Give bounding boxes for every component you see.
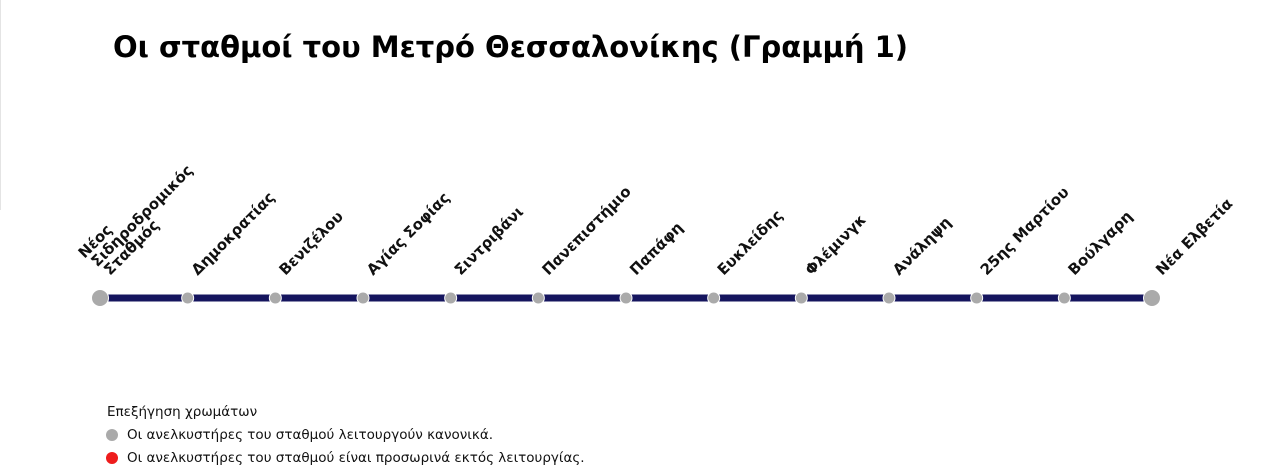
legend-text: Οι ανελκυστήρες του σταθμού λειτουργούν … [127, 427, 493, 443]
station-dot [707, 291, 721, 305]
station-dot [619, 291, 633, 305]
legend-dot [106, 452, 118, 464]
station-dot [91, 289, 109, 307]
station-label: Παπάφη [626, 218, 686, 278]
station-dot [882, 291, 896, 305]
station-dot [794, 291, 808, 305]
station-dot [970, 291, 984, 305]
station-dot [531, 291, 545, 305]
legend-title: Επεξήγηση χρωμάτων [107, 404, 257, 420]
legend-text: Οι ανελκυστήρες του σταθμού είναι προσωρ… [127, 450, 585, 466]
station-name: Δημοκρατίας [188, 188, 278, 278]
station-name: Σιδηροδρομικός [87, 161, 196, 270]
station-label: Δημοκρατίας [188, 188, 278, 278]
station-name: Σιντριβάνι [451, 203, 527, 279]
station-label: Αγίας Σοφίας [363, 189, 453, 279]
legend-dot [106, 429, 118, 441]
station-label: Φλέμινγκ [801, 211, 869, 279]
station-label: Ευκλείδης [714, 206, 787, 279]
station-name: Αγίας Σοφίας [363, 189, 453, 279]
station-dot [444, 291, 458, 305]
station-dot [181, 291, 195, 305]
station-dot [1143, 289, 1161, 307]
station-label: Νέα Ελβετία [1152, 195, 1236, 279]
station-label: Βενιζέλου [275, 207, 346, 278]
station-name: Φλέμινγκ [801, 211, 869, 279]
station-label: Πανεπιστήμιο [538, 182, 634, 278]
station-dot [356, 291, 370, 305]
station-name: Ευκλείδης [714, 206, 787, 279]
station-name: Παπάφη [626, 218, 686, 278]
station-name: Ανάληψη [889, 213, 955, 279]
station-label: 25ης Μαρτίου [977, 183, 1073, 279]
station-dot [268, 291, 282, 305]
station-label: Βούλγαρη [1064, 207, 1136, 279]
station-name: Βενιζέλου [275, 207, 346, 278]
station-name: Πανεπιστήμιο [538, 182, 634, 278]
station-name: 25ης Μαρτίου [977, 183, 1073, 279]
station-dot [1057, 291, 1071, 305]
title: Οι σταθμοί του Μετρό Θεσσαλονίκης (Γραμμ… [113, 30, 908, 64]
station-name: Βούλγαρη [1064, 207, 1136, 279]
station-label: Σιντριβάνι [451, 203, 527, 279]
station-label: Ανάληψη [889, 213, 955, 279]
station-name: Νέα Ελβετία [1152, 195, 1236, 279]
